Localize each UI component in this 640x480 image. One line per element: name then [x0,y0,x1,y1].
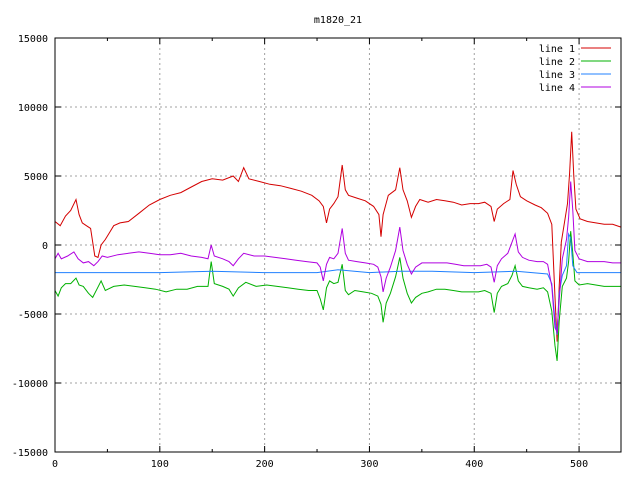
y-tick-label: -10000 [12,379,48,390]
y-tick-label: -15000 [12,448,48,459]
y-tick-label: 5000 [24,172,48,183]
legend: line 1 line 2 line 3 line 4 [539,44,611,94]
legend-label-4: line 4 [539,83,575,94]
legend-label-2: line 2 [539,57,575,68]
y-tick-label: 0 [42,241,48,252]
series-line-3 [55,232,621,335]
x-tick-label: 300 [360,459,378,470]
y-tick-label: 10000 [18,103,48,114]
legend-label-1: line 1 [539,44,575,55]
x-tick-label: 100 [151,459,169,470]
series-line-1 [54,131,622,342]
x-tick-label: 0 [52,459,58,470]
y-tick-label: 15000 [18,34,48,45]
legend-label-3: line 3 [539,70,575,81]
plot-frame [54,37,622,453]
x-tick-label: 400 [465,459,483,470]
grid [55,38,621,452]
series-line-4 [54,181,621,334]
x-tick-label: 500 [570,459,588,470]
x-tick-label: 200 [256,459,274,470]
chart-title: m1820_21 [314,15,362,26]
series-group [54,131,622,361]
y-tick-label: -5000 [18,310,48,321]
series-line-2 [54,231,621,361]
